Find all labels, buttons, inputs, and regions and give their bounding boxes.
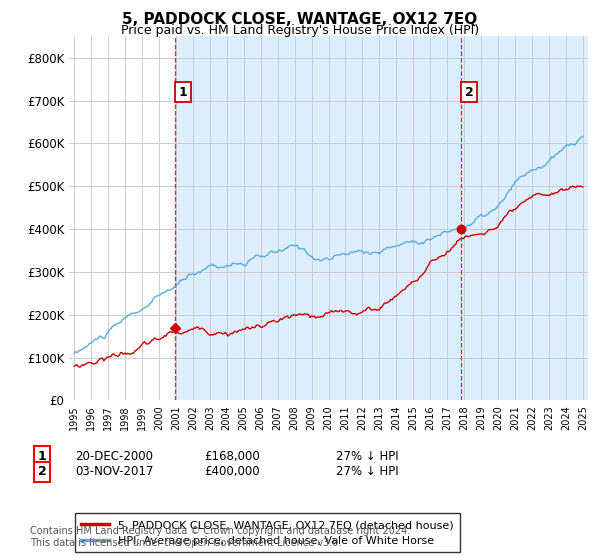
Text: Price paid vs. HM Land Registry's House Price Index (HPI): Price paid vs. HM Land Registry's House … <box>121 24 479 36</box>
Text: £168,000: £168,000 <box>204 450 260 463</box>
Text: 2: 2 <box>464 86 473 99</box>
Bar <box>175 36 588 400</box>
Text: 20-DEC-2000: 20-DEC-2000 <box>75 450 153 463</box>
Text: £400,000: £400,000 <box>204 465 260 478</box>
Text: 27% ↓ HPI: 27% ↓ HPI <box>336 450 398 463</box>
Legend: 5, PADDOCK CLOSE, WANTAGE, OX12 7EQ (detached house), HPI: Average price, detach: 5, PADDOCK CLOSE, WANTAGE, OX12 7EQ (det… <box>74 514 460 552</box>
Text: 27% ↓ HPI: 27% ↓ HPI <box>336 465 398 478</box>
Text: 2: 2 <box>38 465 46 478</box>
Text: 03-NOV-2017: 03-NOV-2017 <box>75 465 154 478</box>
Text: Contains HM Land Registry data © Crown copyright and database right 2024.
This d: Contains HM Land Registry data © Crown c… <box>30 526 410 548</box>
Text: 1: 1 <box>179 86 187 99</box>
Text: 5, PADDOCK CLOSE, WANTAGE, OX12 7EQ: 5, PADDOCK CLOSE, WANTAGE, OX12 7EQ <box>122 12 478 27</box>
Text: 1: 1 <box>38 450 46 463</box>
